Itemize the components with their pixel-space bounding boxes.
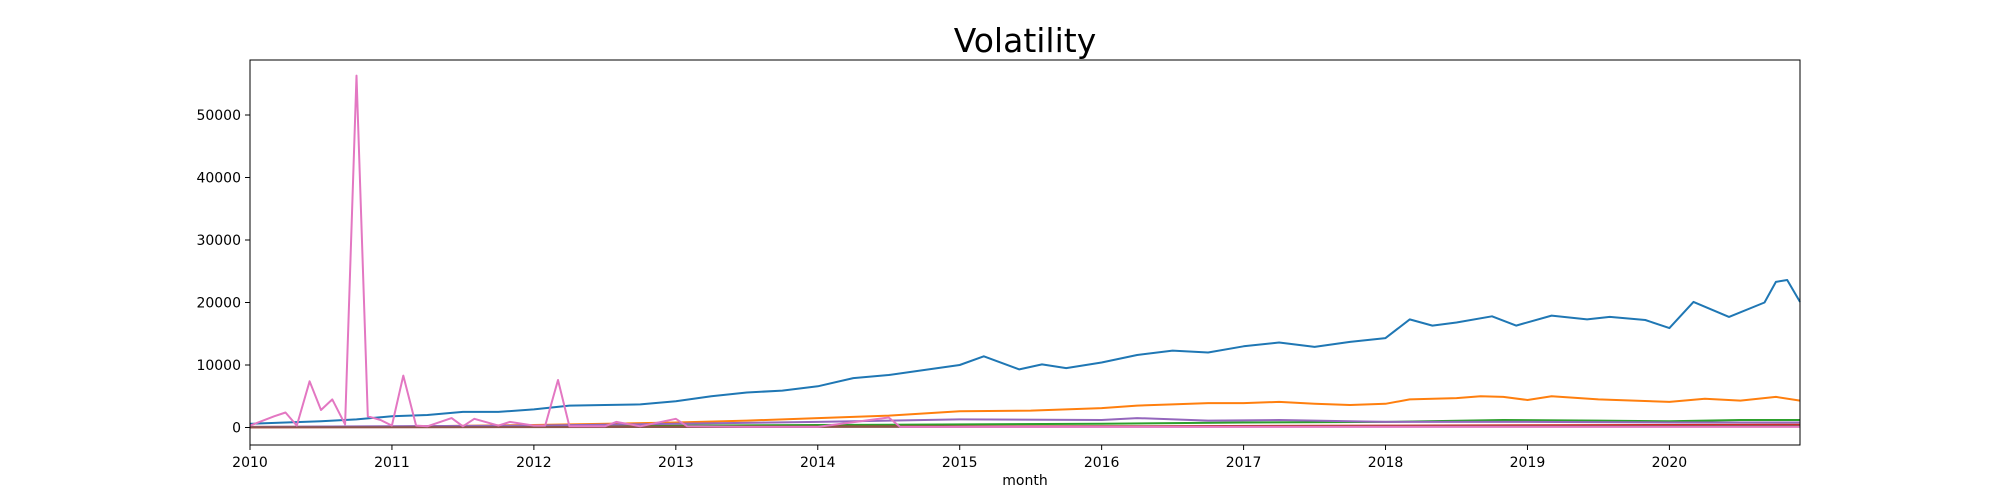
y-tick-label: 0 xyxy=(232,421,241,437)
x-tick-label: 2013 xyxy=(658,455,694,471)
x-tick-label: 2010 xyxy=(232,455,268,471)
x-tick-label: 2020 xyxy=(1652,455,1688,471)
x-tick-label: 2019 xyxy=(1510,455,1546,471)
x-tick-label: 2018 xyxy=(1368,455,1404,471)
series-line-5 xyxy=(249,417,1800,428)
x-tick-label: 2014 xyxy=(800,455,836,471)
ticks-layer: 2010 2011 2012 2013 2014 2015 2016 2017 2018 2019… xyxy=(196,108,1687,471)
y-tick-label: 20000 xyxy=(196,296,241,312)
y-tick-label: 50000 xyxy=(196,108,241,124)
x-tick-label: 2016 xyxy=(1084,455,1120,471)
x-tick-label: 2011 xyxy=(374,455,410,471)
x-tick-label: 2015 xyxy=(942,455,978,471)
series-line-7 xyxy=(249,74,1800,428)
x-tick-label: 2012 xyxy=(516,455,552,471)
y-tick-label: 40000 xyxy=(196,171,241,187)
y-tick-label: 30000 xyxy=(196,233,241,249)
y-tick-label: 10000 xyxy=(196,358,241,374)
plot-frame xyxy=(249,59,1801,446)
x-tick-label: 2017 xyxy=(1226,455,1262,471)
series-layer xyxy=(249,74,1801,429)
x-axis-label: month xyxy=(1002,473,1047,489)
chart-title: Volatility xyxy=(954,21,1097,60)
series-line-2 xyxy=(249,395,1801,428)
series-line-1 xyxy=(249,279,1801,425)
